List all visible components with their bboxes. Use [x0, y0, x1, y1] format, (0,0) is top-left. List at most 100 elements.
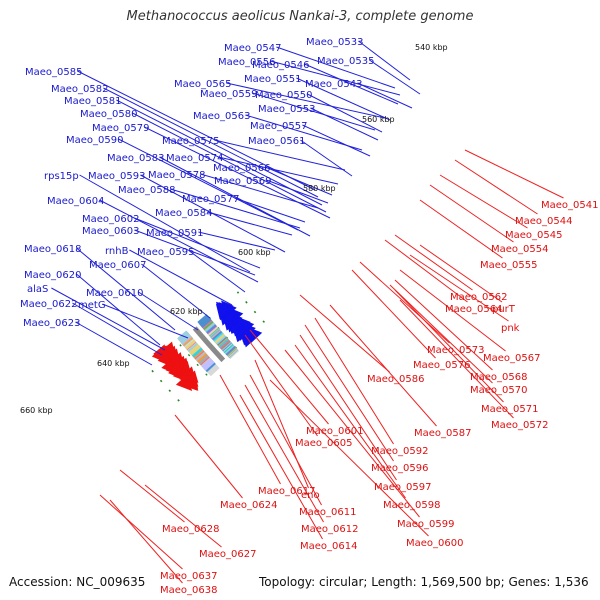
forward-leader-line — [134, 217, 261, 269]
reverse-leader-line — [119, 469, 185, 523]
forward-gene-label-Maeo_0565[interactable]: Maeo_0565 — [174, 79, 231, 90]
cog-feature-box — [197, 314, 212, 328]
forward-gene-label-metG[interactable]: metG — [78, 300, 106, 311]
reverse-gene-label-Maeo_0570[interactable]: Maeo_0570 — [470, 385, 527, 396]
reverse-gene-label-Maeo_0597[interactable]: Maeo_0597 — [374, 482, 431, 493]
reverse-gene-label-Maeo_0554[interactable]: Maeo_0554 — [491, 244, 548, 255]
reverse-gene-label-Maeo_0541[interactable]: Maeo_0541 — [541, 200, 598, 211]
reverse-gene-label-Maeo_0571[interactable]: Maeo_0571 — [481, 404, 538, 415]
forward-leader-line — [102, 303, 189, 339]
reverse-gene-label-eno[interactable]: eno — [301, 490, 320, 501]
reverse-leader-line — [144, 484, 222, 548]
forward-gene-label-Maeo_0535[interactable]: Maeo_0535 — [317, 56, 374, 67]
reverse-gene-label-Maeo_0638[interactable]: Maeo_0638 — [160, 585, 217, 596]
forward-gene-label-Maeo_0585[interactable]: Maeo_0585 — [25, 67, 82, 78]
forward-gene-label-Maeo_0578[interactable]: Maeo_0578 — [148, 170, 205, 181]
forward-gene-label-Maeo_0582[interactable]: Maeo_0582 — [51, 84, 108, 95]
forward-gene-label-Maeo_0551[interactable]: Maeo_0551 — [244, 74, 301, 85]
reverse-gene-label-Maeo_0562[interactable]: Maeo_0562 — [450, 292, 507, 303]
forward-gene-label-Maeo_0574[interactable]: Maeo_0574 — [166, 153, 223, 164]
forward-gene-label-Maeo_0603[interactable]: Maeo_0603 — [82, 226, 139, 237]
forward-gene-label-Maeo_0607[interactable]: Maeo_0607 — [89, 260, 146, 271]
forward-gene-label-Maeo_0604[interactable]: Maeo_0604 — [47, 196, 104, 207]
reverse-leader-line — [389, 284, 493, 384]
reverse-gene-label-Maeo_0573[interactable]: Maeo_0573 — [427, 345, 484, 356]
forward-gene-label-Maeo_0610[interactable]: Maeo_0610 — [86, 288, 143, 299]
forward-gene-label-Maeo_0547[interactable]: Maeo_0547 — [224, 43, 281, 54]
reverse-gene-label-pnk[interactable]: pnk — [501, 323, 520, 334]
reverse-gene-label-Maeo_0545[interactable]: Maeo_0545 — [505, 230, 562, 241]
forward-gene-label-Maeo_0561[interactable]: Maeo_0561 — [248, 136, 305, 147]
reverse-gene-label-Maeo_0605[interactable]: Maeo_0605 — [295, 438, 352, 449]
forward-leader-line — [79, 174, 251, 273]
forward-gene-label-rps15p[interactable]: rps15p — [44, 171, 79, 182]
forward-gene-label-Maeo_0580[interactable]: Maeo_0580 — [80, 109, 137, 120]
forward-gene-label-alaS[interactable]: alaS — [27, 284, 48, 295]
forward-leader-line — [51, 287, 166, 351]
forward-gene-label-Maeo_0569[interactable]: Maeo_0569 — [214, 176, 271, 187]
reverse-gene-label-Maeo_0599[interactable]: Maeo_0599 — [397, 519, 454, 530]
forward-gene-label-Maeo_0546[interactable]: Maeo_0546 — [252, 60, 309, 71]
reverse-leader-line — [394, 289, 504, 403]
forward-gene-label-Maeo_0602[interactable]: Maeo_0602 — [82, 214, 139, 225]
kbp-labels: 540 kbp 560 kbp 580 kbp 600 kbp 620 kbp 640 k… — [20, 43, 448, 415]
forward-gene-label-Maeo_0577[interactable]: Maeo_0577 — [182, 194, 239, 205]
forward-gene-label-Maeo_0593[interactable]: Maeo_0593 — [88, 171, 145, 182]
forward-gene-label-Maeo_0588[interactable]: Maeo_0588 — [118, 185, 175, 196]
forward-gene-label-Maeo_0550[interactable]: Maeo_0550 — [255, 90, 312, 101]
forward-leader-line — [369, 59, 421, 95]
forward-gene-label-rnhB[interactable]: rnhB — [105, 246, 129, 257]
reverse-gene-label-Maeo_0611[interactable]: Maeo_0611 — [299, 507, 356, 518]
forward-gene-label-Maeo_0623[interactable]: Maeo_0623 — [23, 318, 80, 329]
reverse-gene-arrow — [157, 346, 169, 358]
reverse-gene-label-Maeo_0586[interactable]: Maeo_0586 — [367, 374, 424, 385]
leader-lines — [51, 40, 564, 584]
forward-gene-label-Maeo_0563[interactable]: Maeo_0563 — [193, 111, 250, 122]
forward-gene-label-Maeo_0595[interactable]: Maeo_0595 — [137, 247, 194, 258]
forward-gene-label-Maeo_0556[interactable]: Maeo_0556 — [218, 57, 275, 68]
reverse-gene-label-Maeo_0617[interactable]: Maeo_0617 — [258, 486, 315, 497]
forward-gene-label-Maeo_0566[interactable]: Maeo_0566 — [213, 163, 270, 174]
reverse-gene-label-Maeo_0627[interactable]: Maeo_0627 — [199, 549, 256, 560]
forward-leader-line — [134, 229, 256, 276]
reverse-leader-line — [269, 379, 429, 537]
reverse-gene-label-Maeo_0600[interactable]: Maeo_0600 — [406, 538, 463, 549]
reverse-gene-label-Maeo_0614[interactable]: Maeo_0614 — [300, 541, 357, 552]
reverse-gene-label-purT[interactable]: purT — [492, 304, 516, 315]
reverse-gene-label-Maeo_0572[interactable]: Maeo_0572 — [491, 420, 548, 431]
reverse-gene-label-Maeo_0601[interactable]: Maeo_0601 — [306, 426, 363, 437]
reverse-gene-label-Maeo_0612[interactable]: Maeo_0612 — [301, 524, 358, 535]
forward-gene-label-Maeo_0579[interactable]: Maeo_0579 — [92, 123, 149, 134]
reverse-gene-label-Maeo_0576[interactable]: Maeo_0576 — [413, 360, 470, 371]
forward-gene-label-Maeo_0553[interactable]: Maeo_0553 — [258, 104, 315, 115]
forward-gene-label-Maeo_0559[interactable]: Maeo_0559 — [200, 89, 257, 100]
reverse-gene-label-Maeo_0628[interactable]: Maeo_0628 — [162, 524, 219, 535]
forward-gene-label-Maeo_0543[interactable]: Maeo_0543 — [305, 79, 362, 90]
reverse-gene-label-Maeo_0587[interactable]: Maeo_0587 — [414, 428, 471, 439]
reverse-leader-line — [329, 304, 437, 427]
forward-gene-label-Maeo_0622[interactable]: Maeo_0622 — [20, 299, 77, 310]
forward-gene-label-Maeo_0557[interactable]: Maeo_0557 — [250, 121, 307, 132]
reverse-gene-label-Maeo_0564[interactable]: Maeo_0564 — [445, 304, 502, 315]
reverse-leader-line — [284, 349, 420, 518]
forward-gene-label-Maeo_0618[interactable]: Maeo_0618 — [24, 244, 81, 255]
reverse-gene-label-Maeo_0592[interactable]: Maeo_0592 — [371, 446, 428, 457]
reverse-gene-label-Maeo_0567[interactable]: Maeo_0567 — [483, 353, 540, 364]
reverse-gene-label-Maeo_0637[interactable]: Maeo_0637 — [160, 571, 217, 582]
reverse-gene-label-Maeo_0624[interactable]: Maeo_0624 — [220, 500, 277, 511]
reverse-gene-label-Maeo_0568[interactable]: Maeo_0568 — [470, 372, 527, 383]
forward-gene-label-Maeo_0581[interactable]: Maeo_0581 — [64, 96, 121, 107]
reverse-gene-label-Maeo_0555[interactable]: Maeo_0555 — [480, 260, 537, 271]
forward-gene-label-Maeo_0583[interactable]: Maeo_0583 — [107, 153, 164, 164]
reverse-gene-label-Maeo_0596[interactable]: Maeo_0596 — [371, 463, 428, 474]
forward-gene-label-Maeo_0575[interactable]: Maeo_0575 — [162, 136, 219, 147]
forward-gene-label-Maeo_0590[interactable]: Maeo_0590 — [66, 135, 123, 146]
forward-gene-label-Maeo_0533[interactable]: Maeo_0533 — [306, 37, 363, 48]
forward-gene-label-Maeo_0591[interactable]: Maeo_0591 — [146, 228, 203, 239]
reverse-gene-label-Maeo_0544[interactable]: Maeo_0544 — [515, 216, 572, 227]
forward-gene-label-Maeo_0620[interactable]: Maeo_0620 — [24, 270, 81, 281]
reverse-leader-line — [109, 499, 183, 584]
forward-gene-label-Maeo_0584[interactable]: Maeo_0584 — [155, 208, 212, 219]
reverse-gene-label-Maeo_0598[interactable]: Maeo_0598 — [383, 500, 440, 511]
